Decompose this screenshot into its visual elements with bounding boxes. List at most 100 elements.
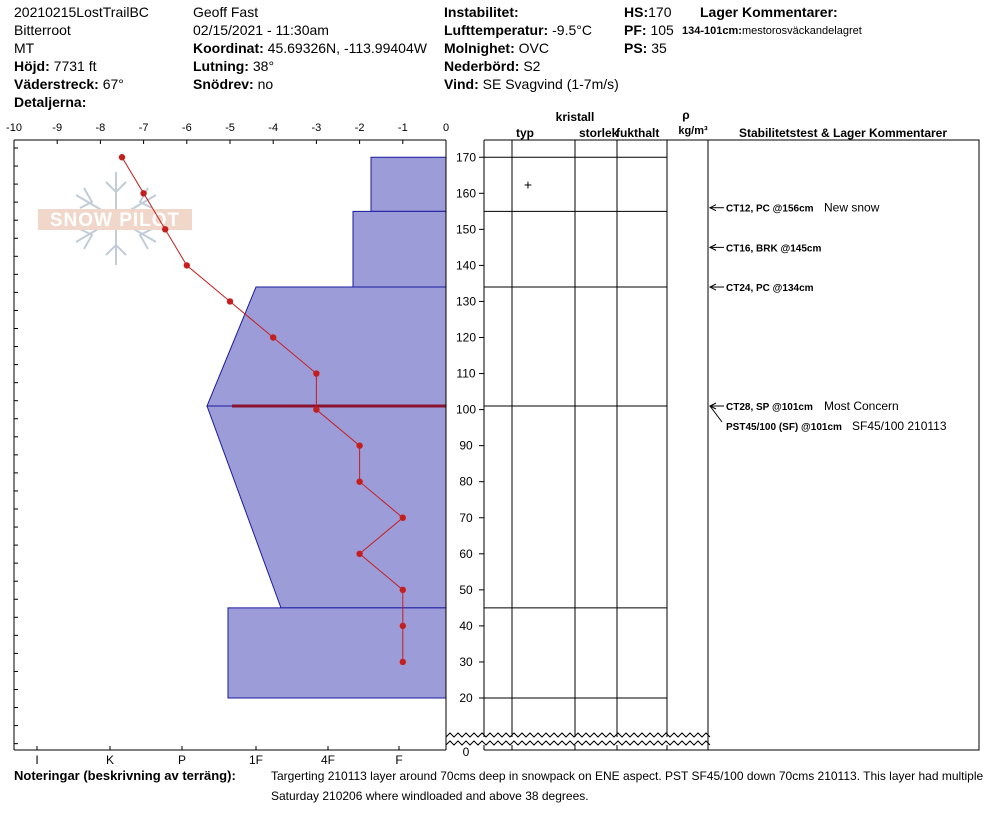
- temp-point: [140, 190, 147, 197]
- instability: Instabilitet:: [444, 3, 519, 21]
- slope: Lutning: 38°: [193, 57, 274, 75]
- hardness-tick-label: 4F: [321, 753, 335, 766]
- coord-label: Koordinat:: [193, 40, 264, 56]
- hardness-tick-label: F: [395, 753, 402, 766]
- hardness-tick-label: P: [178, 753, 186, 766]
- pf: PF: 105: [624, 21, 674, 39]
- stability-test-code: CT12, PC @156cm: [726, 204, 814, 215]
- temp-point: [399, 658, 406, 666]
- temp-tick-label: -10: [6, 122, 22, 134]
- temp-point: [399, 622, 406, 630]
- depth-tick-label: 110: [456, 367, 475, 381]
- depth-tick-label: 80: [459, 475, 473, 489]
- temp-tick-label: -1: [398, 122, 408, 134]
- depth-tick-label: 140: [456, 258, 476, 272]
- stability-arrow-head: [708, 283, 717, 291]
- hs-label: HS:: [624, 4, 649, 20]
- layer-comment-range: 134-101cm:: [682, 25, 742, 37]
- notes-label: Noteringar (beskrivning av terräng):: [14, 768, 236, 783]
- temp-tick-label: -7: [139, 122, 149, 134]
- hardness-tick-label: K: [106, 753, 114, 766]
- temp-tick-label: -8: [96, 122, 106, 134]
- site-name: 20210215LostTrailBC: [14, 4, 149, 20]
- aspect-label: Väderstreck:: [14, 76, 99, 92]
- temp-point: [399, 586, 406, 594]
- drift: Snödrev: no: [193, 75, 273, 93]
- temp-point: [399, 514, 406, 521]
- ps-value: 35: [651, 40, 667, 56]
- temp-tick-label: -6: [182, 122, 192, 134]
- coordinates: Koordinat: 45.69326N, -113.99404W: [193, 39, 427, 57]
- stability-test-code: CT24, PC @134cm: [726, 283, 814, 294]
- temp-point: [356, 442, 363, 449]
- col-header-size: storlek: [579, 126, 619, 140]
- drift-value: no: [257, 76, 274, 92]
- snowpilot-logo: SNOW PILOT: [38, 172, 192, 265]
- precip-label: Nederbörd:: [444, 58, 520, 74]
- axis-break: [445, 732, 711, 738]
- col-header-rho: ρ: [682, 108, 689, 122]
- temp-tick-label: -4: [268, 122, 278, 134]
- temp-point: [118, 154, 126, 161]
- layer-comments-title: Lager Kommentarer:: [700, 3, 838, 21]
- temp-point: [356, 478, 363, 485]
- slope-value: 38°: [252, 58, 275, 74]
- hs-value: 170: [648, 4, 672, 20]
- air-temp: Lufttemperatur: -9.5°C: [444, 21, 592, 39]
- wind: Vind: SE Svagvind (1-7m/s): [444, 75, 619, 93]
- crystal-type-symbol: +: [524, 176, 532, 192]
- depth-tick-label: 20: [459, 691, 473, 705]
- temp-tick-label: 0: [443, 122, 449, 134]
- pf-value: 105: [650, 22, 674, 38]
- stability-test-comment: New snow: [824, 201, 880, 215]
- temp-point: [270, 334, 277, 341]
- temp-tick-label: -2: [355, 122, 365, 134]
- crystal-panel: 170 160 150 140 130 120 110 100 90 80 70 60 50 40 30 20…: [445, 108, 711, 759]
- hardness-layer: [206, 286, 447, 407]
- instability-label: Instabilitet:: [444, 4, 519, 20]
- svg-text:SNOW PILOT: SNOW PILOT: [50, 210, 180, 231]
- observer: Geoff Fast: [193, 4, 259, 20]
- elevation: Höjd: 7731 ft: [14, 57, 96, 75]
- temp-point: [313, 370, 320, 377]
- drift-label: Snödrev:: [193, 76, 254, 92]
- depth-tick-label: 50: [459, 583, 473, 597]
- coord-value: 45.69326N, -113.99404W: [267, 40, 427, 56]
- hardness-tick-label: I: [35, 753, 38, 766]
- hardness-layer: [352, 210, 447, 288]
- temp-tick-label: -3: [312, 122, 322, 134]
- hardness-layer: [227, 607, 447, 699]
- aspect: Väderstreck: 67°: [14, 75, 124, 93]
- layer-comment-text: mestorosväckandelagret: [741, 25, 862, 37]
- elevation-value: 7731 ft: [53, 58, 97, 74]
- col-header-moisture: fukthalt: [616, 126, 659, 140]
- layer-comment: 134-101cm:mestorosväckandelagret: [682, 22, 862, 40]
- wind-label: Vind:: [444, 76, 479, 92]
- snow-profile-chart: SNOW PILOT -10 -9 -8 -7 -6 -5 -4 -3 -2 -1 0I K P 1F 4F…: [6, 108, 980, 766]
- depth-tick-label: 160: [456, 186, 476, 200]
- hs: HS:170: [624, 3, 671, 21]
- col-header-density: kg/m³: [678, 125, 708, 137]
- depth-tick-label: 70: [459, 511, 473, 525]
- depth-tick-label: 0: [463, 745, 470, 759]
- ps: PS: 35: [624, 39, 667, 57]
- temp-point: [226, 298, 234, 305]
- col-header-crystal: kristall: [556, 110, 595, 124]
- depth-tick-label: 120: [456, 331, 476, 345]
- state: MT: [14, 40, 35, 56]
- stability-test-comment: Most Concern: [824, 399, 899, 413]
- stability-arrow-head: [708, 243, 717, 251]
- aspect-value: 67°: [102, 76, 124, 92]
- hardness-layer: [206, 405, 447, 609]
- depth-tick-label: 150: [456, 222, 476, 236]
- temp-point: [162, 226, 169, 233]
- datetime: 02/15/2021 - 11:30am: [193, 22, 329, 38]
- hardness-tick-label: 1F: [249, 753, 263, 766]
- depth-tick-label: 30: [459, 655, 473, 669]
- stability-test-comment: SF45/100 210113: [852, 419, 947, 433]
- details-label: Detaljerna:: [14, 94, 87, 110]
- stability-arrow-line: [709, 405, 723, 423]
- layer-comments-label: Lager Kommentarer:: [700, 4, 838, 20]
- airtemp-label: Lufttemperatur:: [444, 22, 549, 38]
- notes-line-1: Targerting 210113 layer around 70cms dee…: [271, 769, 984, 783]
